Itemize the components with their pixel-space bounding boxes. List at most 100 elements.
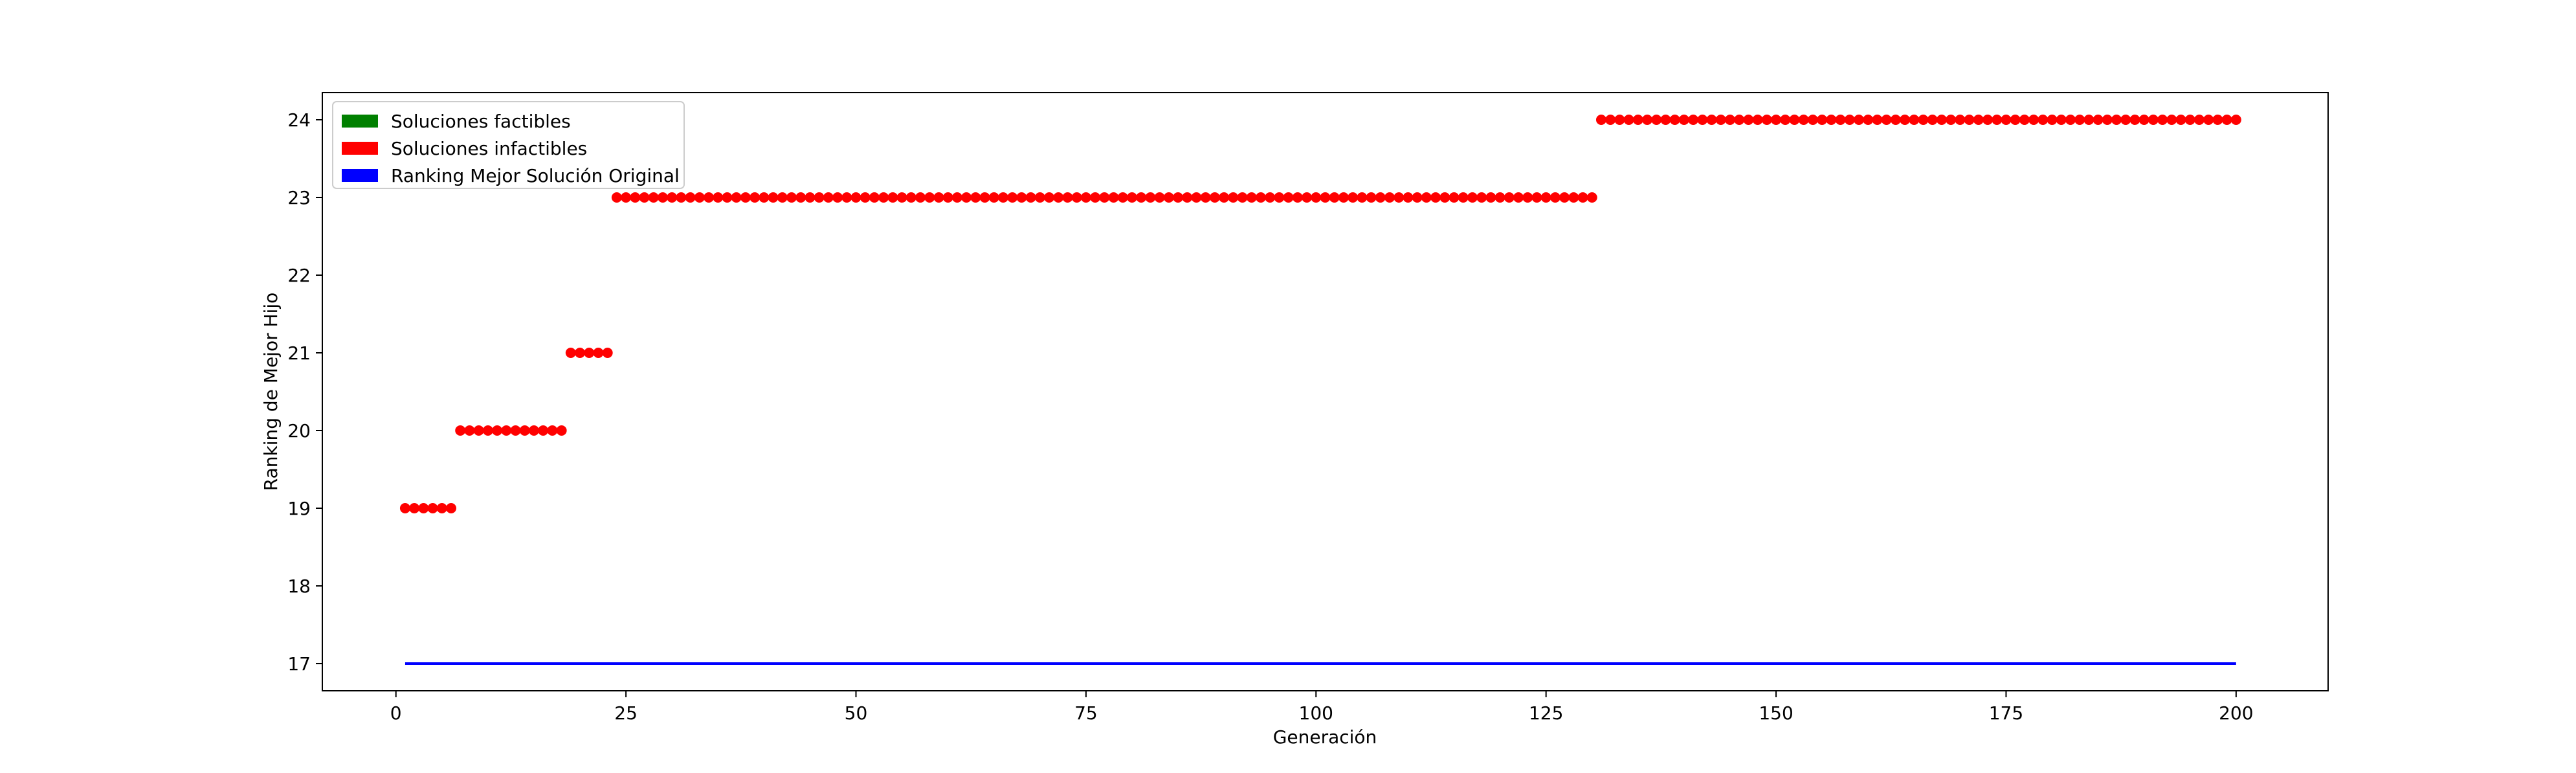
infeasible-point bbox=[1080, 192, 1091, 203]
infeasible-point bbox=[1798, 115, 1809, 125]
infeasible-point bbox=[1826, 115, 1837, 125]
infeasible-point bbox=[1228, 192, 1239, 203]
infeasible-point bbox=[1191, 192, 1202, 203]
legend-swatch bbox=[342, 169, 378, 182]
infeasible-point bbox=[1366, 192, 1377, 203]
infeasible-point bbox=[2001, 115, 2012, 125]
legend-label: Soluciones infactibles bbox=[391, 138, 587, 159]
infeasible-point bbox=[510, 425, 521, 436]
infeasible-point bbox=[602, 348, 613, 358]
infeasible-point bbox=[997, 192, 1008, 203]
infeasible-point bbox=[464, 425, 475, 436]
infeasible-point bbox=[1467, 192, 1478, 203]
infeasible-point bbox=[1163, 192, 1174, 203]
infeasible-point bbox=[1182, 192, 1193, 203]
infeasible-point bbox=[584, 348, 595, 358]
infeasible-point bbox=[1872, 115, 1883, 125]
infeasible-point bbox=[1807, 115, 1818, 125]
infeasible-point bbox=[722, 192, 733, 203]
y-tick-label: 17 bbox=[287, 653, 311, 675]
infeasible-point bbox=[841, 192, 852, 203]
infeasible-point bbox=[1053, 192, 1064, 203]
infeasible-point bbox=[676, 192, 687, 203]
infeasible-point bbox=[492, 425, 503, 436]
infeasible-point bbox=[1614, 115, 1625, 125]
infeasible-point bbox=[1743, 115, 1754, 125]
infeasible-point bbox=[446, 503, 457, 513]
infeasible-point bbox=[1099, 192, 1110, 203]
infeasible-point bbox=[2093, 115, 2104, 125]
infeasible-point bbox=[2148, 115, 2159, 125]
infeasible-point bbox=[1936, 115, 1947, 125]
infeasible-point bbox=[1494, 192, 1505, 203]
plot-frame bbox=[322, 92, 2329, 691]
infeasible-point bbox=[1586, 192, 1597, 203]
points-layer bbox=[399, 115, 2241, 513]
infeasible-point bbox=[1062, 192, 1073, 203]
infeasible-point bbox=[2074, 115, 2085, 125]
infeasible-point bbox=[685, 192, 696, 203]
infeasible-point bbox=[1992, 115, 2003, 125]
infeasible-point bbox=[2028, 115, 2039, 125]
infeasible-point bbox=[1329, 192, 1340, 203]
infeasible-point bbox=[1154, 192, 1165, 203]
infeasible-point bbox=[1209, 192, 1220, 203]
infeasible-point bbox=[611, 192, 622, 203]
y-tick-label: 20 bbox=[287, 420, 311, 442]
infeasible-point bbox=[1724, 115, 1735, 125]
infeasible-point bbox=[1706, 115, 1717, 125]
infeasible-point bbox=[740, 192, 751, 203]
infeasible-point bbox=[2193, 115, 2204, 125]
infeasible-point bbox=[759, 192, 770, 203]
infeasible-point bbox=[869, 192, 880, 203]
infeasible-point bbox=[1909, 115, 1920, 125]
infeasible-point bbox=[1108, 192, 1119, 203]
infeasible-point bbox=[1642, 115, 1653, 125]
infeasible-point bbox=[933, 192, 944, 203]
infeasible-point bbox=[2221, 115, 2232, 125]
y-axis: 17 18 19 20 21 22 23 24 bbox=[287, 109, 322, 675]
y-tick-label: 21 bbox=[287, 342, 311, 364]
infeasible-point bbox=[1577, 192, 1588, 203]
infeasible-point bbox=[1200, 192, 1211, 203]
legend-label: Ranking Mejor Solución Original bbox=[391, 165, 680, 186]
infeasible-point bbox=[593, 348, 604, 358]
infeasible-point bbox=[988, 192, 999, 203]
infeasible-point bbox=[1283, 192, 1294, 203]
infeasible-point bbox=[1393, 192, 1405, 203]
infeasible-point bbox=[1669, 115, 1680, 125]
infeasible-point bbox=[2065, 115, 2076, 125]
infeasible-point bbox=[1430, 192, 1441, 203]
infeasible-point bbox=[1964, 115, 1975, 125]
infeasible-point bbox=[1651, 115, 1662, 125]
infeasible-point bbox=[1458, 192, 1469, 203]
infeasible-point bbox=[1900, 115, 1911, 125]
x-tick-label: 150 bbox=[1759, 702, 1793, 724]
infeasible-point bbox=[1623, 115, 1634, 125]
infeasible-point bbox=[1439, 192, 1450, 203]
x-tick-label: 200 bbox=[2219, 702, 2253, 724]
infeasible-point bbox=[1605, 115, 1616, 125]
infeasible-point bbox=[1678, 115, 1689, 125]
infeasible-point bbox=[1982, 115, 1993, 125]
infeasible-point bbox=[942, 192, 953, 203]
y-tick-label: 19 bbox=[287, 498, 311, 519]
infeasible-point bbox=[2184, 115, 2195, 125]
infeasible-point bbox=[473, 425, 484, 436]
infeasible-point bbox=[1421, 192, 1432, 203]
infeasible-point bbox=[1697, 115, 1708, 125]
legend-swatch bbox=[342, 142, 378, 155]
infeasible-point bbox=[1375, 192, 1386, 203]
infeasible-point bbox=[704, 192, 715, 203]
infeasible-point bbox=[538, 425, 549, 436]
infeasible-point bbox=[777, 192, 788, 203]
infeasible-point bbox=[850, 192, 861, 203]
infeasible-point bbox=[639, 192, 650, 203]
infeasible-point bbox=[1246, 192, 1257, 203]
infeasible-point bbox=[2019, 115, 2030, 125]
infeasible-point bbox=[519, 425, 530, 436]
infeasible-point bbox=[1384, 192, 1395, 203]
infeasible-point bbox=[1955, 115, 1966, 125]
infeasible-point bbox=[915, 192, 926, 203]
